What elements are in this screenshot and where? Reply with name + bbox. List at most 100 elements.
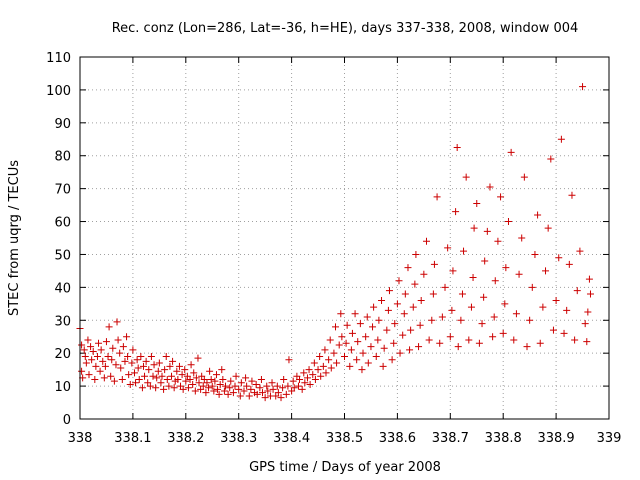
plot-frame — [79, 56, 610, 420]
data-point — [78, 367, 86, 375]
data-point — [473, 199, 481, 207]
data-point — [583, 338, 591, 346]
y-tick-label: 10 — [54, 380, 71, 395]
data-point — [178, 371, 186, 379]
data-point — [253, 390, 261, 398]
data-point — [457, 316, 465, 324]
data-point — [497, 193, 505, 201]
data-point — [356, 320, 364, 328]
data-point — [229, 389, 237, 397]
data-point — [186, 376, 194, 384]
data-point — [316, 352, 324, 360]
data-point — [542, 267, 550, 275]
data-point — [206, 367, 214, 375]
data-point — [369, 323, 377, 331]
data-point — [211, 377, 219, 385]
data-point — [391, 320, 399, 328]
data-point — [358, 366, 366, 374]
data-point — [579, 83, 587, 91]
data-point — [327, 364, 335, 372]
data-point — [438, 313, 446, 321]
data-point — [277, 394, 285, 402]
data-point — [294, 382, 302, 390]
data-point — [512, 310, 520, 318]
data-point — [364, 359, 372, 367]
data-point — [518, 234, 526, 242]
data-point — [449, 267, 457, 275]
data-point — [489, 333, 497, 341]
data-point — [216, 380, 224, 388]
data-point — [321, 346, 329, 354]
data-point — [85, 371, 93, 379]
x-tick-label: 338 — [68, 431, 93, 446]
data-point — [333, 359, 341, 367]
data-point — [480, 293, 488, 301]
y-tick-label: 0 — [63, 413, 71, 428]
data-point — [192, 374, 200, 382]
data-point — [101, 362, 109, 370]
data-point — [501, 300, 509, 308]
data-point — [502, 264, 510, 272]
data-point — [175, 362, 183, 370]
data-point — [240, 387, 248, 395]
data-point — [576, 247, 584, 255]
data-point — [460, 247, 468, 255]
data-point — [296, 376, 304, 384]
data-point — [494, 237, 502, 245]
data-point — [221, 382, 229, 390]
data-point — [300, 369, 308, 377]
data-point — [208, 382, 216, 390]
data-point — [367, 343, 375, 351]
y-tick-label: 60 — [54, 216, 71, 231]
data-point — [404, 264, 412, 272]
data-point — [87, 343, 95, 351]
data-point — [168, 372, 176, 380]
data-point — [374, 336, 382, 344]
data-point — [97, 346, 105, 354]
data-point — [544, 224, 552, 232]
data-point — [199, 382, 207, 390]
data-point — [462, 173, 470, 181]
data-point — [342, 339, 350, 347]
data-point — [483, 227, 491, 235]
data-point — [174, 376, 182, 384]
data-point — [454, 343, 462, 351]
data-point — [179, 385, 187, 393]
data-point — [338, 333, 346, 341]
data-point — [565, 260, 573, 268]
x-tick-label: 339 — [597, 431, 622, 446]
data-point — [236, 392, 244, 400]
data-point — [520, 173, 528, 181]
data-point — [194, 354, 202, 362]
x-tick-label: 338.2 — [167, 431, 204, 446]
data-point — [93, 352, 101, 360]
data-point — [173, 367, 181, 375]
data-point — [401, 290, 409, 298]
data-point — [182, 377, 190, 385]
data-point — [453, 144, 461, 151]
data-point — [112, 361, 120, 369]
data-point — [256, 384, 264, 392]
data-point — [203, 379, 211, 387]
data-point — [534, 211, 542, 219]
data-point — [380, 344, 388, 352]
data-point — [441, 283, 449, 291]
data-point — [417, 297, 425, 305]
data-point — [298, 385, 306, 393]
data-point — [415, 343, 423, 351]
data-point — [123, 333, 131, 341]
data-point — [273, 382, 281, 390]
data-point — [411, 280, 419, 288]
data-point — [269, 385, 277, 393]
data-point — [92, 362, 100, 370]
data-point — [84, 336, 92, 344]
data-point — [161, 366, 169, 374]
data-point — [347, 346, 355, 354]
data-point — [257, 376, 265, 384]
data-point — [237, 379, 245, 387]
data-point — [388, 356, 396, 364]
data-point — [80, 346, 88, 354]
data-point — [99, 357, 107, 365]
data-point — [563, 306, 571, 314]
data-point — [145, 366, 153, 374]
